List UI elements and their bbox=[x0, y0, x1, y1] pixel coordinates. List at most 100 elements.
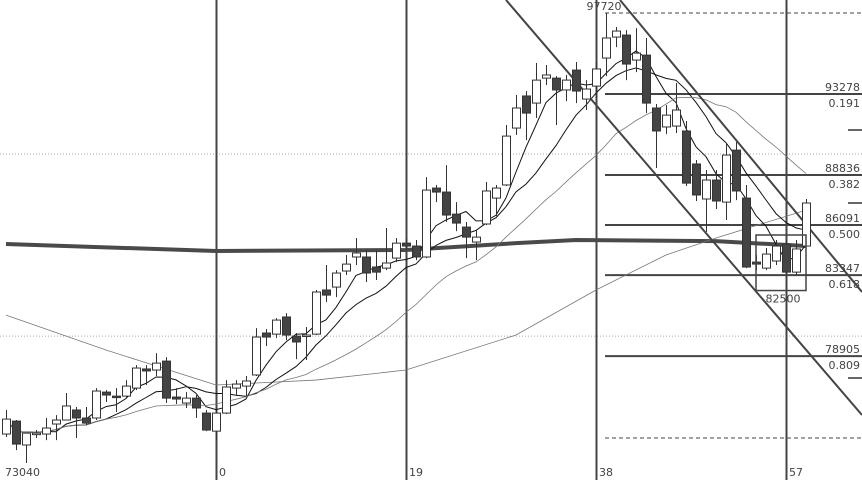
candle bbox=[542, 64, 551, 86]
candle bbox=[312, 289, 321, 336]
candle-body-up bbox=[702, 179, 711, 200]
fib-ratio-label: 0.191 bbox=[829, 97, 861, 110]
candle-body-up bbox=[242, 380, 251, 387]
candle-body-up bbox=[772, 245, 781, 262]
candle bbox=[762, 248, 771, 271]
candle-body-down bbox=[322, 289, 331, 296]
moving-average-10-line bbox=[5, 67, 807, 433]
candle bbox=[452, 202, 461, 232]
candle bbox=[62, 393, 71, 421]
candle-body-down bbox=[522, 95, 531, 114]
candle bbox=[552, 76, 561, 125]
candle bbox=[492, 184, 501, 217]
candle-body-up bbox=[92, 390, 101, 419]
candle bbox=[622, 30, 631, 81]
candle bbox=[222, 380, 231, 414]
candle bbox=[722, 143, 731, 220]
candle bbox=[712, 170, 721, 210]
candle bbox=[272, 318, 281, 339]
fib-ratio-label: 0.382 bbox=[829, 178, 861, 191]
candle-body-down bbox=[572, 69, 581, 92]
candle-body-up bbox=[722, 154, 731, 203]
candle bbox=[212, 409, 221, 441]
candle-body-up bbox=[382, 262, 391, 269]
candle-body-down bbox=[692, 163, 701, 196]
candle-body-up bbox=[222, 386, 231, 414]
candle-body-down bbox=[362, 256, 371, 274]
candle-body-down bbox=[12, 420, 21, 445]
candle bbox=[482, 182, 491, 226]
candle bbox=[672, 83, 681, 133]
candle bbox=[182, 392, 191, 408]
fib-price-label: 86091 bbox=[825, 212, 860, 225]
x-tick-label: 38 bbox=[599, 466, 613, 479]
candle bbox=[52, 415, 61, 441]
x-tick-label: 19 bbox=[409, 466, 423, 479]
candle bbox=[582, 80, 591, 111]
candle bbox=[782, 240, 791, 274]
candle bbox=[202, 409, 211, 432]
candle bbox=[242, 376, 251, 397]
x-tick-label: 57 bbox=[789, 466, 803, 479]
candle bbox=[392, 238, 401, 263]
candle-body-up bbox=[672, 109, 681, 127]
candle-body-down bbox=[652, 107, 661, 132]
candle bbox=[172, 388, 181, 404]
candle bbox=[742, 184, 751, 269]
candle-body-down bbox=[262, 332, 271, 338]
candle bbox=[72, 407, 81, 439]
candle-body-up bbox=[32, 432, 41, 436]
candle-body-down bbox=[412, 245, 421, 258]
candle-body-up bbox=[542, 74, 551, 79]
candle-body-up bbox=[302, 334, 311, 338]
candle bbox=[192, 395, 201, 419]
candle-body-up bbox=[612, 30, 621, 38]
candle-body-up bbox=[632, 52, 641, 61]
candle-body-up bbox=[512, 107, 521, 129]
candle bbox=[472, 229, 481, 261]
candle-body-up bbox=[22, 432, 31, 446]
candle-body-down bbox=[462, 226, 471, 238]
candle-body-up bbox=[602, 37, 611, 59]
candle-body-up bbox=[52, 419, 61, 425]
candle bbox=[122, 380, 131, 399]
candle-body-up bbox=[272, 319, 281, 335]
candle bbox=[382, 227, 391, 271]
candle bbox=[152, 353, 161, 377]
candle bbox=[342, 254, 351, 276]
candle-body-up bbox=[152, 362, 161, 371]
candle bbox=[422, 177, 431, 259]
candle bbox=[602, 13, 611, 77]
candle bbox=[632, 28, 641, 73]
candle-body-down bbox=[202, 412, 211, 431]
candle bbox=[22, 432, 31, 464]
candle-body-down bbox=[442, 191, 451, 216]
candle bbox=[512, 95, 521, 135]
candle-body-up bbox=[662, 114, 671, 128]
candle bbox=[12, 420, 21, 451]
candle-body-down bbox=[642, 54, 651, 104]
candle-body-up bbox=[182, 397, 191, 404]
candle-body-down bbox=[72, 409, 81, 419]
candle bbox=[102, 390, 111, 402]
fib-ratio-label: 0.500 bbox=[829, 228, 861, 241]
candle bbox=[642, 37, 651, 114]
candle-body-up bbox=[122, 385, 131, 397]
candle-body-down bbox=[682, 130, 691, 184]
candle bbox=[332, 270, 341, 298]
candle bbox=[82, 407, 91, 426]
candle bbox=[562, 75, 571, 102]
candle bbox=[522, 91, 531, 141]
trend-channel-line bbox=[619, 0, 862, 293]
candle-body-up bbox=[342, 263, 351, 272]
candle bbox=[282, 313, 291, 341]
candle bbox=[162, 357, 171, 404]
candle-body-down bbox=[112, 395, 121, 399]
candle-body-down bbox=[82, 417, 91, 424]
candle bbox=[322, 265, 331, 303]
candle bbox=[702, 170, 711, 233]
candle-body-up bbox=[252, 336, 261, 376]
candle-body-up bbox=[492, 187, 501, 199]
candle bbox=[362, 250, 371, 282]
